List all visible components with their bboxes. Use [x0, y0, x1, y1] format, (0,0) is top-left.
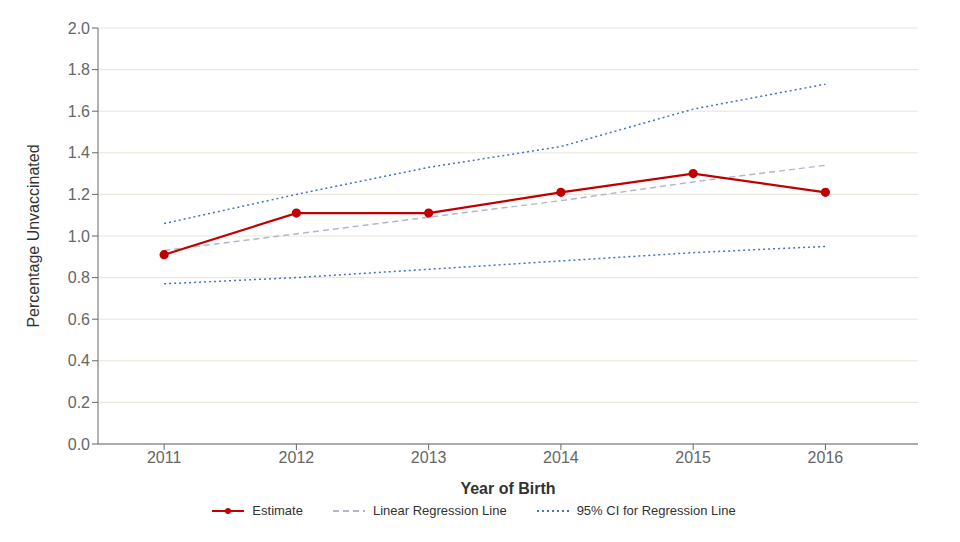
- svg-text:2013: 2013: [411, 449, 447, 466]
- svg-text:1.2: 1.2: [68, 186, 90, 203]
- svg-text:1.8: 1.8: [68, 61, 90, 78]
- svg-text:0.2: 0.2: [68, 394, 90, 411]
- svg-text:2016: 2016: [808, 449, 844, 466]
- svg-text:2011: 2011: [147, 449, 182, 466]
- svg-text:2012: 2012: [279, 449, 315, 466]
- svg-text:0.0: 0.0: [68, 436, 90, 453]
- svg-text:0.4: 0.4: [68, 352, 90, 369]
- svg-text:0.8: 0.8: [68, 269, 90, 286]
- svg-text:2.0: 2.0: [68, 20, 90, 37]
- svg-text:1.6: 1.6: [68, 103, 90, 120]
- html-text:Linear Regression Line: Linear Regression Line: [372, 503, 507, 518]
- svg-text:1.0: 1.0: [68, 228, 90, 245]
- svg-text:Percentage Unvaccinated: Percentage Unvaccinated: [25, 144, 42, 327]
- svg-text:2015: 2015: [675, 449, 711, 466]
- html-text:95% CI for Regression Line: 95% CI for Regression Line: [576, 503, 736, 518]
- svg-text:0.6: 0.6: [68, 311, 90, 328]
- svg-text:Year of Birth: Year of Birth: [460, 480, 555, 497]
- svg-text:2014: 2014: [543, 449, 579, 466]
- svg-text:1.4: 1.4: [68, 144, 90, 161]
- html-text:Estimate: Estimate: [252, 503, 303, 518]
